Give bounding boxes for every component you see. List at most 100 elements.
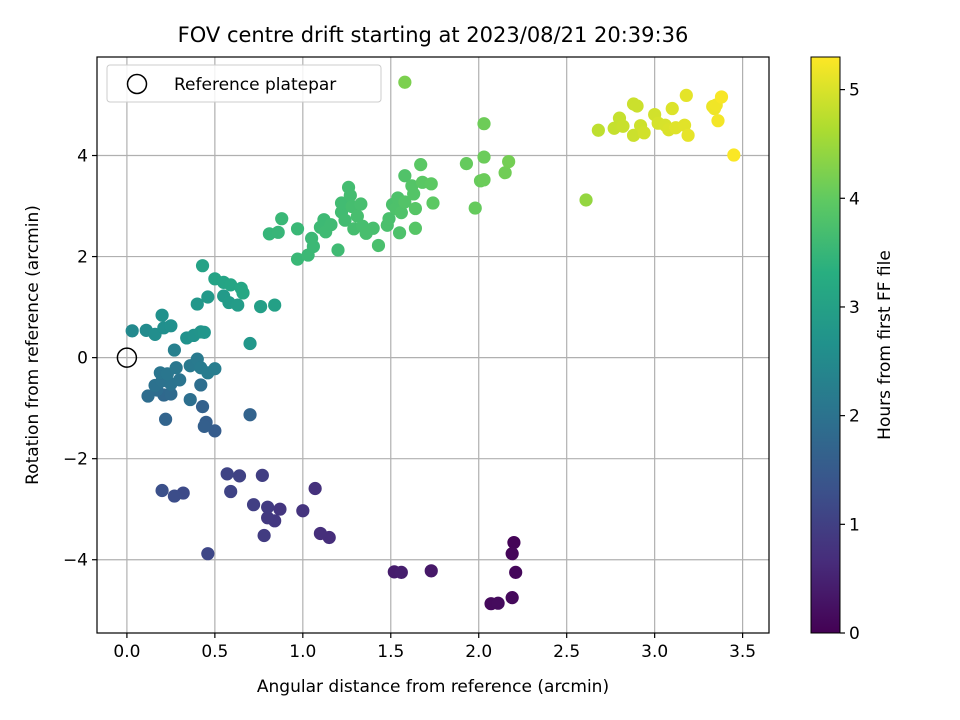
data-point [616,119,630,133]
data-point [637,126,651,140]
data-point [343,188,357,203]
data-point [167,343,182,357]
data-point [290,252,305,266]
x-tick-label: 3.5 [729,642,756,662]
data-point [677,118,692,132]
data-point [398,195,412,209]
data-point [505,547,519,561]
data-point [324,218,338,232]
data-point [459,157,474,171]
data-point [197,325,211,339]
data-point [502,154,516,169]
data-point [224,484,238,499]
x-tick-label: 2.0 [465,642,492,662]
data-point [507,535,521,550]
y-axis-label: Rotation from reference (arcmin) [23,205,43,485]
legend-box [106,64,382,103]
data-point [468,201,482,215]
data-point [679,88,693,102]
colorbar: 0 1 2 3 4 5 Hours from first FF file [810,56,895,644]
data-point [159,412,173,426]
colorbar-tick-label: 1 [849,515,860,535]
data-point [626,128,641,142]
data-point [183,392,197,407]
data-point [197,419,211,433]
colorbar-label: Hours from first FF file [875,250,895,440]
data-point [224,278,238,292]
x-tick-label: 0.0 [113,642,140,662]
legend: Reference platepar [106,64,382,103]
reference-platepar-marker [116,347,138,368]
data-point [164,387,178,401]
data-point [394,206,408,220]
data-point [414,158,428,172]
data-point [354,197,368,211]
data-point [201,547,215,561]
data-point [398,75,412,89]
data-point [231,298,245,312]
colorbar-tick-label: 3 [849,298,860,318]
colorbar-tick-label: 4 [849,189,860,209]
data-point [296,504,310,518]
data-point [477,150,491,164]
data-point [477,173,491,187]
data-point [308,481,322,496]
data-point [220,467,234,481]
data-point [313,526,328,541]
data-point [408,201,423,216]
data-point [714,90,729,104]
y-axis-ticks: −4 −2 0 2 4 [63,147,97,571]
data-point [255,468,269,482]
data-point [243,408,257,422]
data-point [201,290,215,304]
data-point [261,511,275,525]
data-point [155,308,169,322]
y-tick-label: −4 [63,551,88,571]
data-point [426,196,440,210]
y-tick-label: 2 [77,248,88,268]
data-point [243,336,257,351]
data-point [208,362,222,376]
data-point [169,361,183,375]
plot-frame [96,56,770,634]
data-point [236,286,250,300]
data-point [398,169,412,183]
data-point [477,117,491,131]
data-point [727,148,741,162]
data-point [579,193,593,207]
data-point [382,212,396,226]
data-point [268,298,282,312]
x-tick-label: 1.0 [289,642,316,662]
data-point [257,528,271,543]
data-point [194,378,208,392]
colorbar-tick-label: 5 [849,81,860,101]
colorbar-tick-label: 2 [849,407,860,427]
data-point [155,483,169,498]
data-point [334,196,349,210]
data-point [424,564,438,578]
data-point [392,226,407,240]
data-points [125,75,741,611]
data-point [275,212,289,226]
x-tick-label: 3.0 [641,642,668,662]
data-point [408,221,423,235]
data-point [271,225,285,239]
data-point [338,213,352,227]
x-axis-ticks: 0.0 0.5 1.0 1.5 2.0 2.5 3.0 3.5 [113,633,756,662]
data-point [208,424,222,438]
data-point [331,243,345,257]
data-point [232,469,247,483]
data-point [173,373,187,387]
data-point [246,498,261,512]
data-point [254,300,268,314]
data-point [711,114,725,128]
data-point [141,389,155,403]
legend-entry-reference-platepar: Reference platepar [174,75,336,95]
x-tick-label: 0.5 [201,642,228,662]
data-point [505,591,519,605]
x-tick-label: 2.5 [553,642,580,662]
data-point [681,128,695,142]
data-point [190,297,204,311]
chart-title: FOV centre drift starting at 2023/08/21 … [178,23,689,47]
